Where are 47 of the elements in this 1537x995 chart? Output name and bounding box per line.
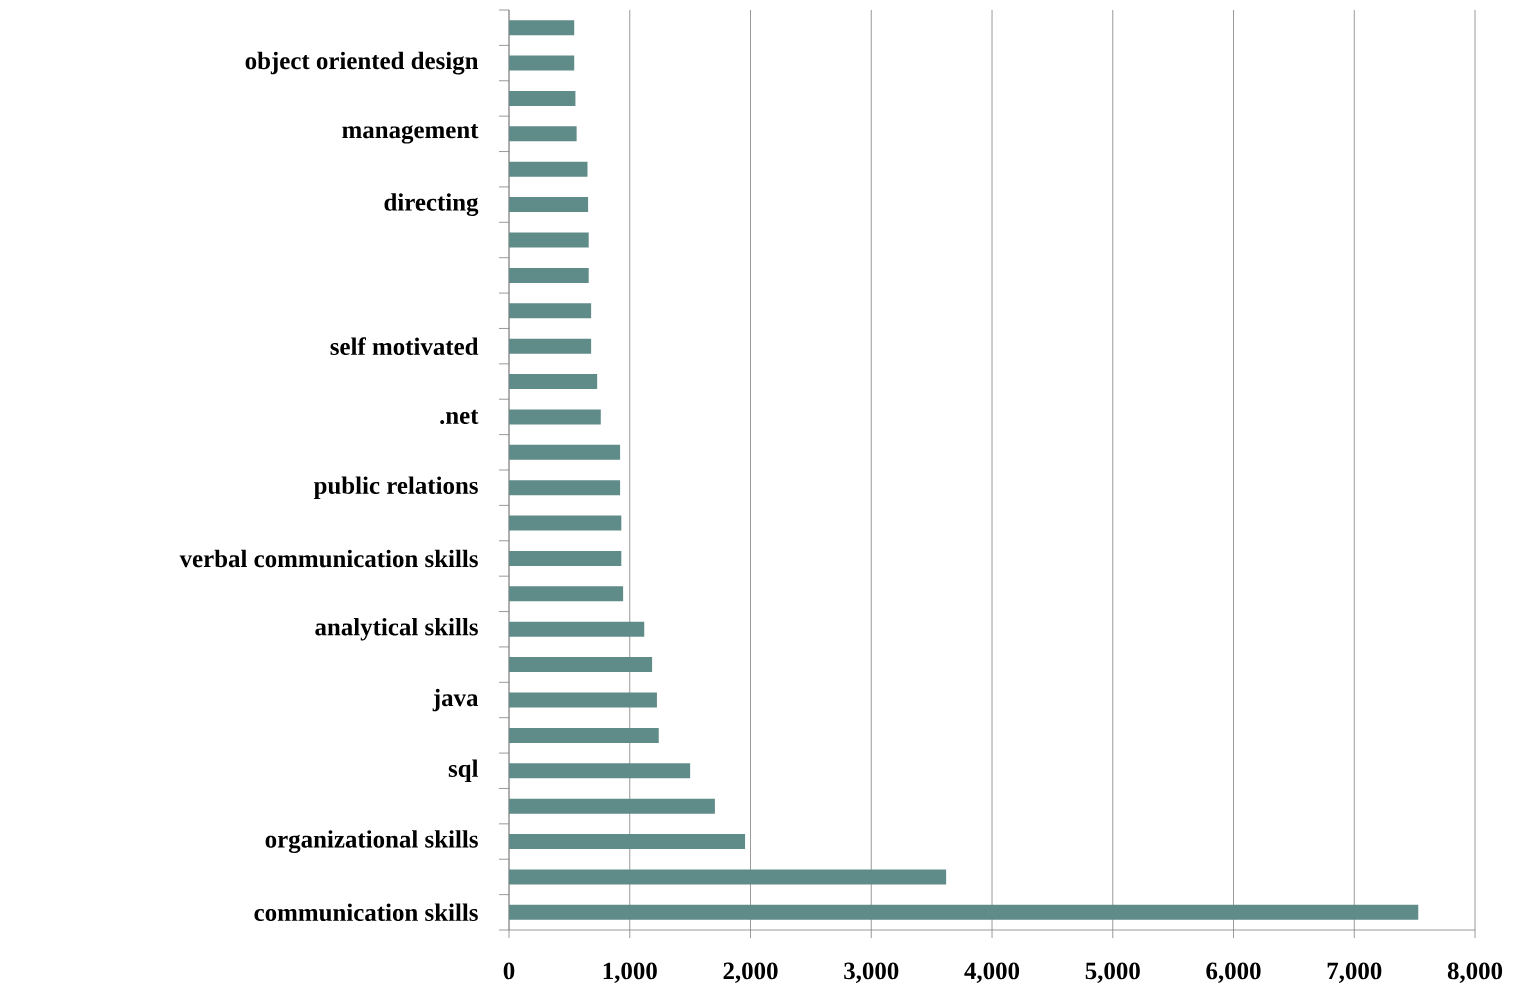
bar [509, 161, 588, 177]
x-tick-label: 5,000 [1085, 962, 1140, 983]
bar [509, 126, 577, 142]
bar [509, 763, 691, 779]
x-tick-label: 8,000 [1447, 962, 1503, 983]
bar [509, 374, 598, 390]
x-tick-label: 1,000 [603, 962, 657, 983]
y-tick-label: self motivated [330, 337, 479, 356]
bar [509, 444, 621, 460]
bar [509, 480, 621, 496]
bar [509, 550, 622, 566]
y-tick-label: public relations [313, 476, 478, 499]
bar [509, 834, 746, 850]
x-tick-label: 4,000 [964, 962, 1020, 983]
x-tick-label: 3,000 [844, 962, 899, 983]
bar [509, 409, 601, 425]
y-tick-label: java [432, 688, 479, 712]
y-tick-label: directing [384, 193, 479, 216]
bar [509, 657, 653, 673]
bar [509, 232, 589, 248]
bar [509, 586, 624, 602]
bar [509, 869, 947, 885]
y-tick-label: communication skills [254, 903, 478, 922]
y-tick-label: object oriented design [245, 51, 479, 75]
bar [509, 338, 592, 354]
y-tick-label: verbal communication skills [179, 549, 478, 568]
bar [509, 90, 576, 106]
bar [509, 515, 622, 531]
y-tick-label: organizational skills [265, 830, 478, 853]
x-tick-label: 2,000 [723, 962, 778, 983]
bar [509, 267, 589, 283]
y-tick-label: management [342, 124, 479, 144]
y-tick-label: .net [440, 409, 479, 425]
bar [509, 303, 592, 319]
bar [509, 727, 659, 743]
y-tick-label: analytical skills [315, 617, 478, 641]
x-tick-label: 0 [503, 962, 515, 980]
bar [509, 798, 715, 814]
bar [509, 55, 575, 71]
y-tick-label: sql [448, 759, 479, 783]
bar [509, 692, 657, 708]
bar [509, 621, 645, 637]
x-tick-label: 7,000 [1327, 962, 1382, 983]
bar [509, 20, 575, 36]
x-tick-label: 6,000 [1206, 962, 1261, 983]
bar [509, 904, 1419, 920]
bar [509, 197, 589, 213]
